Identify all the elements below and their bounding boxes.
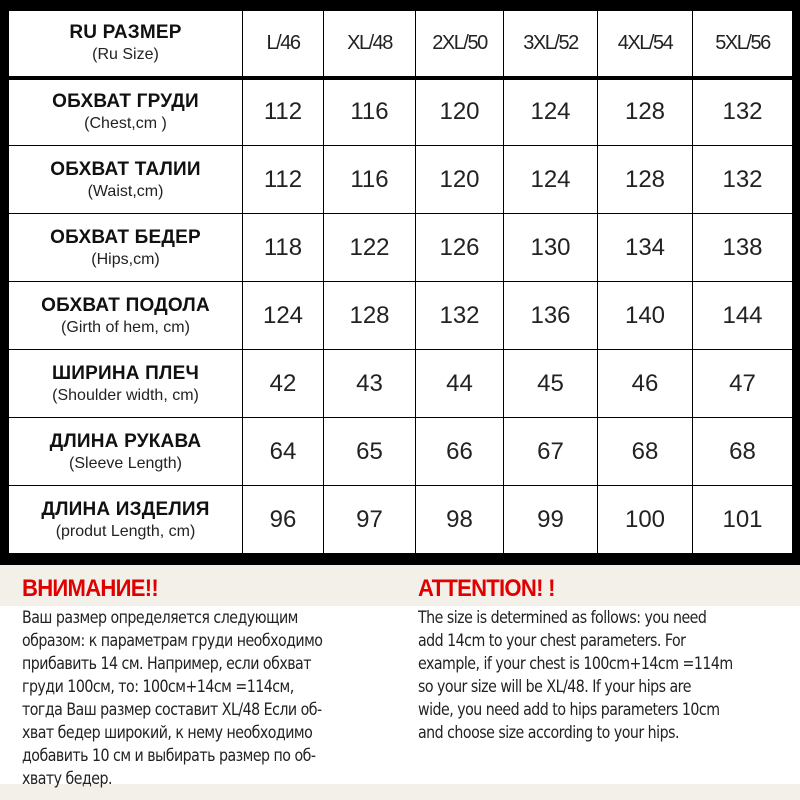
header-row: RU РАЗМЕР (Ru Size) L/46 XL/48 2XL/50 3XL/5…	[8, 10, 793, 80]
value-cell: 100	[597, 485, 693, 554]
row-label-cell: ОБХВАТ ТАЛИИ (Waist,cm)	[8, 145, 243, 214]
value-cell: 128	[597, 145, 693, 214]
value-cell: 122	[323, 213, 416, 282]
value-cell: 46	[597, 349, 693, 418]
header-label-cell: RU РАЗМЕР (Ru Size)	[8, 10, 243, 80]
value-cell: 144	[692, 281, 793, 350]
size-header-cell: 5XL/56	[692, 10, 793, 80]
note-en-text: The size is determined as follows: you n…	[418, 608, 733, 742]
table-row: ОБХВАТ БЕДЕР (Hips,cm) 118 122 126 130 134 138	[8, 213, 793, 282]
value-cell: 140	[597, 281, 693, 350]
row-label: ОБХВАТ ГРУДИ	[52, 91, 199, 113]
size-header-cell: 3XL/52	[503, 10, 598, 80]
table-row: ОБХВАТ ПОДОЛА (Girth of hem, cm) 124 128 132…	[8, 281, 793, 350]
value-cell: 118	[242, 213, 324, 282]
value-cell: 132	[415, 281, 504, 350]
value-cell: 68	[692, 417, 793, 486]
note-ru-text: Ваш размер определяется следующим образо…	[22, 608, 323, 788]
value-cell: 112	[242, 145, 324, 214]
value-cell: 128	[323, 281, 416, 350]
value-cell: 130	[503, 213, 598, 282]
header-label: RU РАЗМЕР	[69, 22, 182, 44]
row-label: ДЛИНА РУКАВА	[49, 430, 202, 452]
row-label-cell: ШИРИНА ПЛЕЧ (Shoulder width, cm)	[8, 349, 243, 418]
size-header-cell: 4XL/54	[597, 10, 693, 80]
note-english: ATTENTION! ! The size is determined as f…	[418, 575, 800, 744]
table-row: ДЛИНА РУКАВА (Sleeve Length) 64 65 66 67 68 68	[8, 417, 793, 486]
row-label: ШИРИНА ПЛЕЧ	[51, 362, 199, 384]
row-sublabel: (produt Length, cm)	[55, 522, 196, 540]
table-row: ШИРИНА ПЛЕЧ (Shoulder width, cm) 42 43 44 45 4…	[8, 349, 793, 418]
value-cell: 65	[323, 417, 416, 486]
value-cell: 128	[597, 77, 693, 146]
notes-section: ВНИМАНИЕ!! Ваш размер определяется следу…	[0, 565, 800, 800]
value-cell: 101	[692, 485, 793, 554]
value-cell: 45	[503, 349, 598, 418]
note-ru-title: ВНИМАНИЕ!!	[22, 575, 159, 602]
value-cell: 96	[242, 485, 324, 554]
size-header-cell: L/46	[242, 10, 324, 80]
value-cell: 67	[503, 417, 598, 486]
value-cell: 120	[415, 77, 504, 146]
row-sublabel: (Waist,cm)	[87, 182, 164, 200]
row-label-cell: ДЛИНА ИЗДЕЛИЯ (produt Length, cm)	[8, 485, 243, 554]
row-label-cell: ОБХВАТ ГРУДИ (Chest,cm )	[8, 77, 243, 146]
row-label: ОБХВАТ БЕДЕР	[50, 226, 201, 248]
row-sublabel: (Shoulder width, cm)	[52, 386, 199, 404]
value-cell: 97	[323, 485, 416, 554]
row-sublabel: (Girth of hem, cm)	[61, 318, 190, 336]
value-cell: 124	[503, 145, 598, 214]
value-cell: 138	[692, 213, 793, 282]
row-label: ОБХВАТ ПОДОЛА	[41, 294, 210, 316]
table-row: ДЛИНА ИЗДЕЛИЯ (produt Length, cm) 96 97 98 99…	[8, 485, 793, 554]
value-cell: 98	[415, 485, 504, 554]
value-cell: 64	[242, 417, 324, 486]
value-cell: 66	[415, 417, 504, 486]
row-sublabel: (Sleeve Length)	[69, 454, 182, 472]
value-cell: 116	[323, 77, 416, 146]
value-cell: 132	[692, 77, 793, 146]
size-header-cell: XL/48	[323, 10, 416, 80]
value-cell: 124	[503, 77, 598, 146]
header-sublabel: (Ru Size)	[92, 46, 159, 64]
row-label: ДЛИНА ИЗДЕЛИЯ	[41, 498, 210, 520]
size-chart-table: RU РАЗМЕР (Ru Size) L/46 XL/48 2XL/50 3XL/5…	[8, 10, 793, 554]
note-russian: ВНИМАНИЕ!! Ваш размер определяется следу…	[22, 575, 462, 790]
size-header-cell: 2XL/50	[415, 10, 504, 80]
value-cell: 47	[692, 349, 793, 418]
value-cell: 124	[242, 281, 324, 350]
value-cell: 42	[242, 349, 324, 418]
row-label-cell: ОБХВАТ ПОДОЛА (Girth of hem, cm)	[8, 281, 243, 350]
value-cell: 126	[415, 213, 504, 282]
row-sublabel: (Chest,cm )	[84, 115, 167, 133]
value-cell: 136	[503, 281, 598, 350]
value-cell: 134	[597, 213, 693, 282]
value-cell: 99	[503, 485, 598, 554]
row-label-cell: ОБХВАТ БЕДЕР (Hips,cm)	[8, 213, 243, 282]
value-cell: 43	[323, 349, 416, 418]
row-label: ОБХВАТ ТАЛИИ	[50, 158, 201, 180]
value-cell: 132	[692, 145, 793, 214]
row-sublabel: (Hips,cm)	[91, 250, 160, 268]
table-row: ОБХВАТ ТАЛИИ (Waist,cm) 112 116 120 124 128 132	[8, 145, 793, 214]
table-row: ОБХВАТ ГРУДИ (Chest,cm ) 112 116 120 124 128 13…	[8, 77, 793, 146]
note-en-title: ATTENTION! !	[418, 575, 555, 602]
value-cell: 120	[415, 145, 504, 214]
value-cell: 68	[597, 417, 693, 486]
row-label-cell: ДЛИНА РУКАВА (Sleeve Length)	[8, 417, 243, 486]
value-cell: 116	[323, 145, 416, 214]
value-cell: 44	[415, 349, 504, 418]
value-cell: 112	[242, 77, 324, 146]
